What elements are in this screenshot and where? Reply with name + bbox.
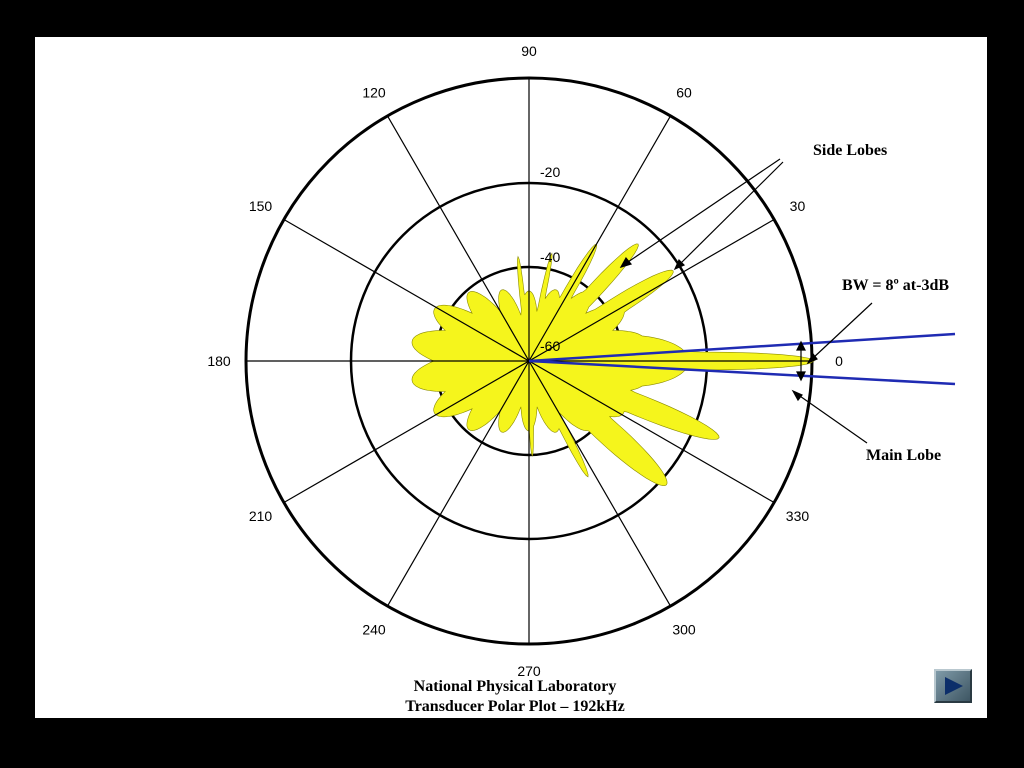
angle-label: 90	[521, 43, 537, 59]
slide: 0 30 60 90 120 150 180 210 240 270 300 330 -20 -40 …	[33, 35, 989, 720]
annotation-pointers	[619, 158, 873, 444]
angle-labels: 0 30 60 90 120 150 180 210 240 270 300 330	[207, 43, 843, 679]
grid-spoke	[283, 360, 530, 504]
radial-label-minus20: -20	[540, 164, 560, 180]
grid-spoke	[528, 360, 672, 607]
main-lobe-label: Main Lobe	[866, 447, 941, 464]
angle-label: 120	[362, 85, 386, 101]
figure-caption: National Physical Laboratory Transducer …	[315, 677, 715, 717]
grid-spoke	[386, 360, 530, 607]
side-lobes-label: Side Lobes	[813, 142, 887, 159]
next-slide-button[interactable]	[934, 669, 972, 703]
angle-label: 300	[672, 621, 696, 637]
play-next-icon	[945, 677, 963, 695]
bandwidth-label: BW = 8º at-3dB	[842, 277, 949, 294]
radial-label-minus60: -60	[540, 338, 560, 354]
caption-line-1: National Physical Laboratory	[413, 678, 617, 695]
grid-spoke	[386, 115, 530, 362]
grid-spoke	[283, 218, 530, 362]
angle-label: 60	[676, 85, 692, 101]
angle-label: 0	[835, 353, 843, 369]
angle-label: 270	[517, 663, 541, 679]
grid-spoke	[528, 115, 672, 362]
angle-label: 210	[249, 508, 273, 524]
radial-label-minus40: -40	[540, 249, 560, 265]
caption-line-2: Transducer Polar Plot – 192kHz	[405, 698, 625, 715]
bandwidth-arrow	[796, 340, 806, 382]
angle-spokes	[246, 78, 812, 644]
grid-spoke	[528, 360, 775, 504]
angle-label: 150	[249, 198, 273, 214]
grid-spoke	[528, 218, 775, 362]
angle-label: 330	[786, 508, 810, 524]
angle-label: 30	[790, 198, 806, 214]
angle-label: 240	[362, 621, 386, 637]
beam-edge-lower-line	[528, 359, 956, 386]
angle-label: 180	[207, 353, 231, 369]
beam-edge-upper-line	[528, 332, 956, 363]
